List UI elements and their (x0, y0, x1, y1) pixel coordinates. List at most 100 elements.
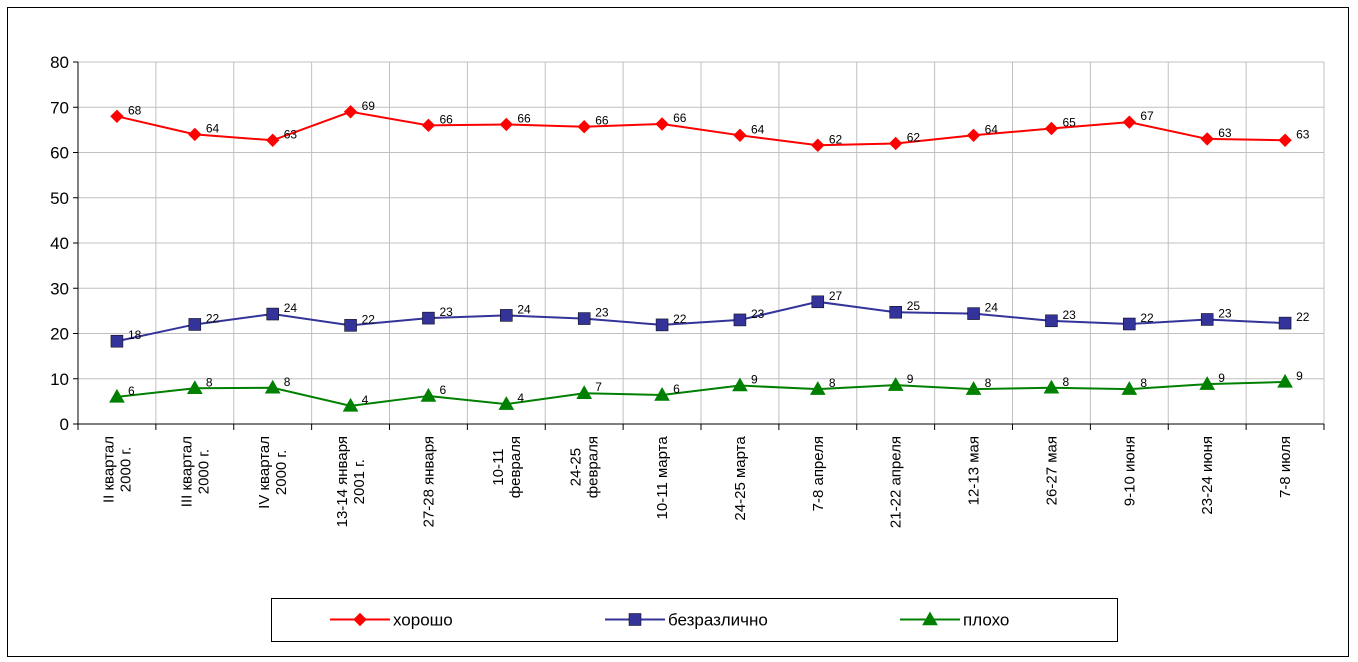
y-tick-label: 30 (50, 279, 69, 298)
x-tick-label: 23-24 июня (1199, 436, 1216, 515)
y-tick-label: 40 (50, 234, 69, 253)
data-label: 66 (673, 111, 687, 125)
data-point (266, 307, 279, 321)
data-point (887, 377, 904, 391)
data-point (655, 318, 669, 332)
data-point (109, 388, 125, 403)
data-point (421, 118, 436, 133)
x-tick-label-line: 24-25 (568, 448, 585, 486)
data-point (110, 109, 124, 124)
data-point (1278, 133, 1292, 147)
data-label: 23 (1218, 306, 1232, 320)
data-label: 8 (1140, 376, 1147, 390)
legend-box (271, 598, 1118, 642)
data-point (966, 128, 981, 143)
data-label: 23 (439, 305, 453, 319)
data-point (811, 295, 825, 309)
data-label: 64 (751, 122, 765, 136)
data-label: 22 (1296, 310, 1310, 324)
data-label: 4 (517, 391, 524, 405)
data-label: 8 (284, 375, 291, 389)
x-axis-ticks: II квартал2000 г. III квартал2000 г. IV кв… (100, 436, 1294, 528)
x-tick-label-line: 24-25 марта (732, 436, 749, 521)
data-point (1121, 381, 1138, 395)
y-tick-label: 10 (50, 370, 69, 389)
data-point (654, 387, 670, 401)
data-label: 27 (829, 289, 843, 303)
data-point (811, 138, 825, 152)
data-point (420, 387, 437, 402)
data-point (499, 117, 514, 132)
data-label: 64 (985, 122, 999, 136)
data-label: 6 (439, 383, 446, 397)
series-1: 18 22 24 22 23 24 23 22 23 27 25 24 23 22 23 22 (110, 289, 1310, 348)
data-point (422, 311, 435, 325)
x-tick-label-line: 10-11 марта (654, 436, 671, 520)
x-tick-label: III квартал2000 г. (178, 436, 212, 507)
data-label: 6 (673, 382, 680, 396)
data-label: 24 (284, 301, 298, 315)
data-label: 8 (985, 376, 992, 390)
data-label: 69 (362, 99, 376, 113)
legend-label: хорошо (393, 611, 453, 630)
data-label: 63 (1296, 127, 1310, 141)
data-point (889, 305, 902, 319)
x-tick-label-line: 2000 г. (195, 449, 212, 494)
x-tick-label-line: 21-22 апреля (888, 436, 905, 528)
data-label: 65 (1062, 116, 1076, 130)
data-point (965, 381, 982, 395)
data-point (888, 136, 903, 151)
data-point (1200, 313, 1214, 326)
data-point (577, 312, 591, 325)
data-point (344, 319, 357, 332)
data-label: 9 (907, 372, 914, 386)
data-point (1122, 115, 1137, 129)
x-tick-label-line: 12-13 мая (966, 436, 983, 505)
legend-item-0: хорошо (330, 611, 453, 630)
data-point (188, 318, 202, 331)
data-point (1199, 376, 1216, 390)
y-tick-label: 80 (50, 53, 69, 72)
data-point (733, 128, 747, 143)
x-tick-label-line: 9-10 июня (1121, 436, 1138, 506)
x-tick-label: 10-11 марта (654, 436, 671, 520)
data-label: 23 (595, 306, 609, 320)
legend-marker (353, 612, 367, 627)
data-label: 68 (128, 103, 142, 117)
data-label: 22 (673, 312, 687, 326)
data-point (1045, 314, 1058, 328)
y-tick-label: 50 (50, 189, 69, 208)
x-tick-label: 13-14 января2001 г. (334, 436, 368, 527)
x-tick-label: 26-27 мая (1043, 436, 1060, 505)
x-tick-label-line: 2000 г. (273, 450, 290, 495)
data-label: 23 (751, 307, 765, 321)
legend-item-1: безразлично (605, 611, 768, 630)
data-label: 8 (206, 375, 213, 389)
legend-marker (628, 613, 642, 626)
legend-label: плохо (963, 611, 1009, 630)
data-label: 66 (595, 114, 609, 128)
x-tick-label: 10-11февраля (490, 436, 524, 498)
x-tick-label-line: 7-8 апреля (810, 436, 827, 511)
series-0: 68 64 63 69 66 66 66 66 64 62 62 64 65 67 63 63 (110, 99, 1310, 152)
data-label: 6 (128, 384, 135, 398)
x-tick-label-line: IV квартал (256, 436, 273, 509)
data-point (1044, 121, 1059, 136)
data-label: 62 (907, 130, 921, 144)
x-tick-label-line: III квартал (178, 436, 195, 507)
x-tick-label: 9-10 июня (1121, 436, 1138, 506)
data-point (576, 385, 593, 399)
data-point (110, 334, 124, 348)
x-tick-label: 24-25февраля (568, 436, 602, 498)
data-label: 22 (206, 311, 220, 325)
gridlines (78, 61, 1325, 424)
data-label: 9 (751, 373, 758, 387)
x-tick-label: 21-22 апреля (888, 436, 905, 528)
data-label: 66 (517, 111, 531, 125)
x-tick-label: 7-8 апреля (810, 436, 827, 511)
x-tick-label: 27-28 января (420, 436, 437, 527)
x-tick-label-line: 2001 г. (351, 459, 368, 504)
legend: хорошо безразлично плохо (271, 598, 1118, 642)
